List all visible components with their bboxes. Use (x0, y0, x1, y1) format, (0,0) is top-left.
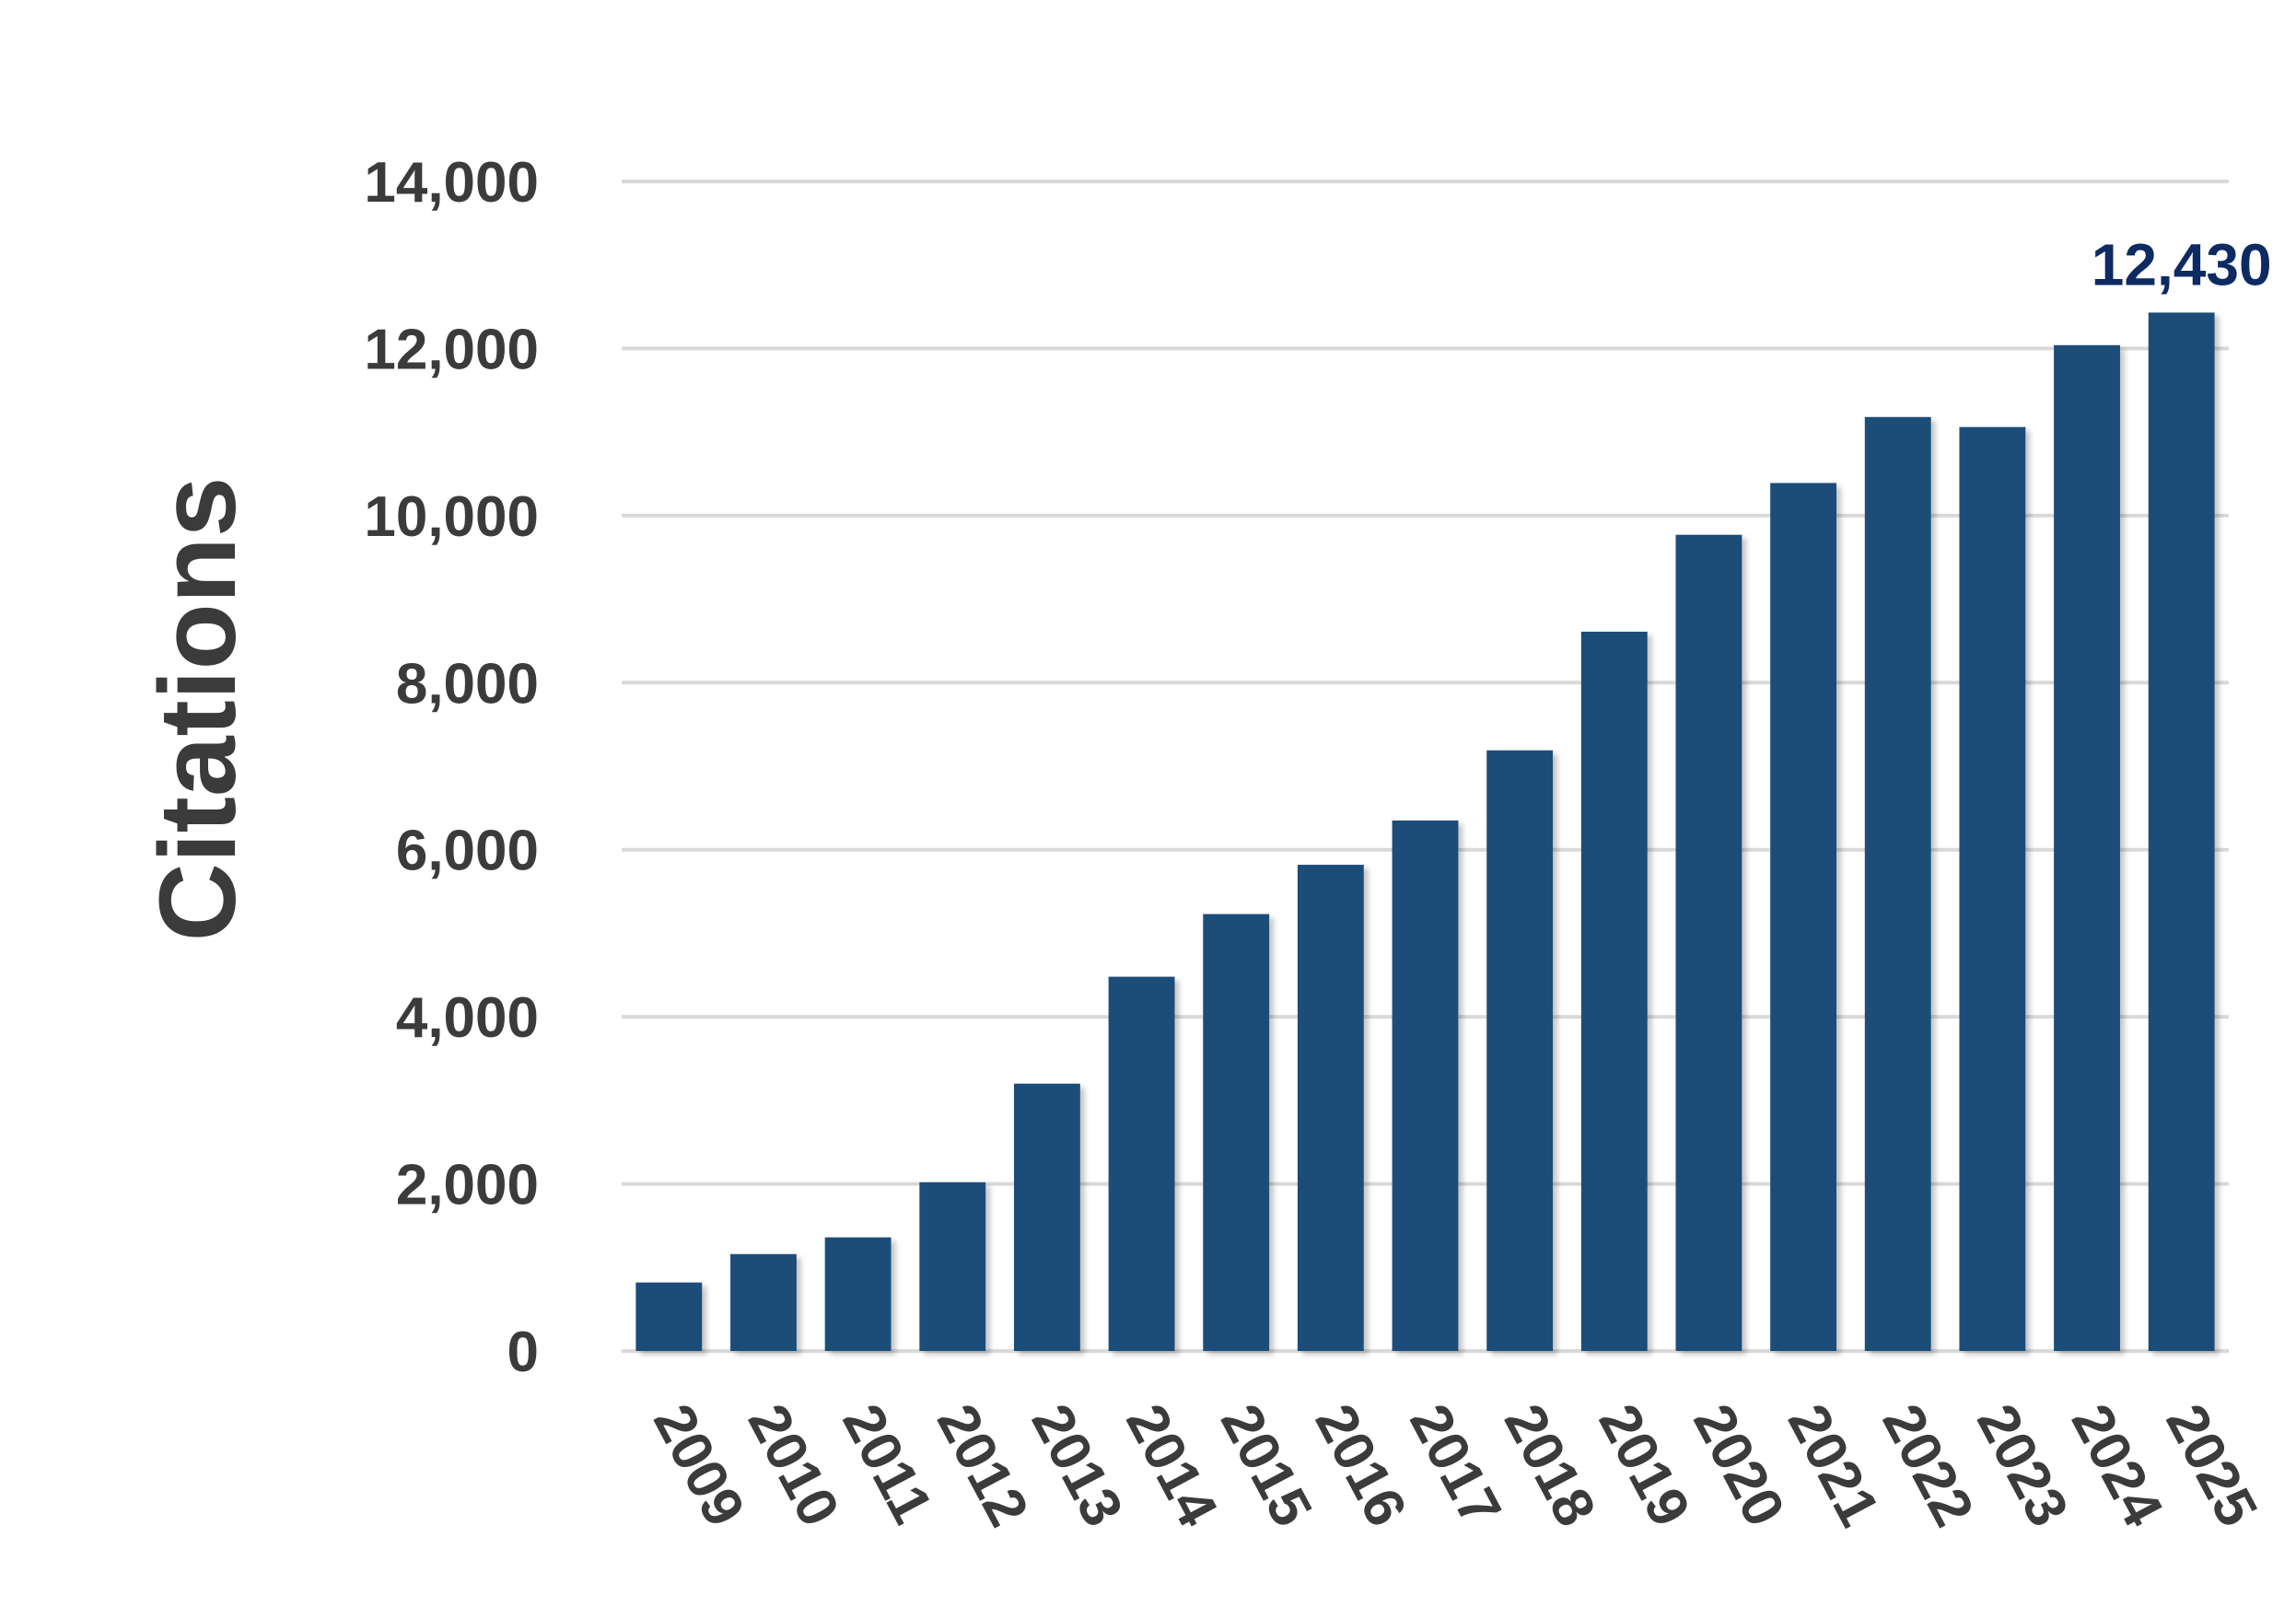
bar-2016 (1297, 865, 1364, 1351)
bar-2010 (730, 1253, 797, 1351)
y-tick-label: 12,000 (364, 318, 539, 381)
bar-2017 (1392, 820, 1459, 1351)
y-tick-label: 6,000 (396, 820, 539, 883)
x-tick-label: 2019 (1586, 1394, 1702, 1536)
x-tick-label: 2017 (1397, 1394, 1513, 1536)
x-tick-label: 2024 (2059, 1394, 2175, 1537)
y-tick-label: 14,000 (364, 151, 539, 215)
bar-2021 (1770, 483, 1837, 1351)
y-tick-label: 10,000 (364, 485, 539, 549)
bar-2023 (1959, 426, 2026, 1351)
y-tick-label: 4,000 (396, 986, 539, 1050)
y-axis-ticks: 0 2,000 4,000 6,000 8,000 10,000 12,000 14,000 (364, 151, 539, 1384)
x-tick-label: 2015 (1208, 1394, 1324, 1536)
bar-2019 (1580, 631, 1648, 1351)
bar-2022 (1864, 416, 1931, 1351)
x-tick-label: 2022 (1870, 1394, 1986, 1536)
x-tick-label: 2023 (1964, 1394, 2080, 1536)
bar-2020 (1675, 534, 1742, 1351)
bars (635, 312, 2215, 1352)
bar-2024 (2054, 344, 2120, 1351)
x-tick-label: 2021 (1776, 1394, 1892, 1536)
y-tick-label: 2,000 (396, 1154, 539, 1217)
bar-2009 (635, 1282, 703, 1351)
bar-2011 (824, 1237, 892, 1351)
x-tick-label: 2018 (1492, 1394, 1608, 1536)
y-axis-title: Citations (137, 477, 259, 942)
bar-2025 (2148, 312, 2215, 1352)
x-tick-label: 2016 (1302, 1394, 1418, 1536)
y-tick-label: 8,000 (396, 652, 539, 716)
x-axis-ticks: 2009201020112012201320142015201620172018… (641, 1394, 2269, 1537)
bar-2014 (1108, 976, 1175, 1351)
y-tick-label: 0 (507, 1321, 539, 1384)
x-tick-label: 2011 (830, 1394, 944, 1533)
data-label: 12,430 (2092, 231, 2272, 297)
x-tick-label: 2009 (641, 1394, 757, 1536)
data-labels: 12,430 (2092, 231, 2272, 297)
bar-2015 (1203, 914, 1270, 1351)
bar-2012 (919, 1182, 986, 1351)
x-tick-label: 2025 (2153, 1394, 2269, 1536)
x-tick-label: 2020 (1681, 1394, 1797, 1536)
bar-2018 (1486, 750, 1554, 1351)
x-tick-label: 2012 (925, 1394, 1041, 1536)
x-tick-label: 2010 (736, 1394, 852, 1536)
x-tick-label: 2013 (1020, 1394, 1136, 1536)
bar-2013 (1013, 1083, 1080, 1351)
x-tick-label: 2014 (1113, 1394, 1230, 1537)
